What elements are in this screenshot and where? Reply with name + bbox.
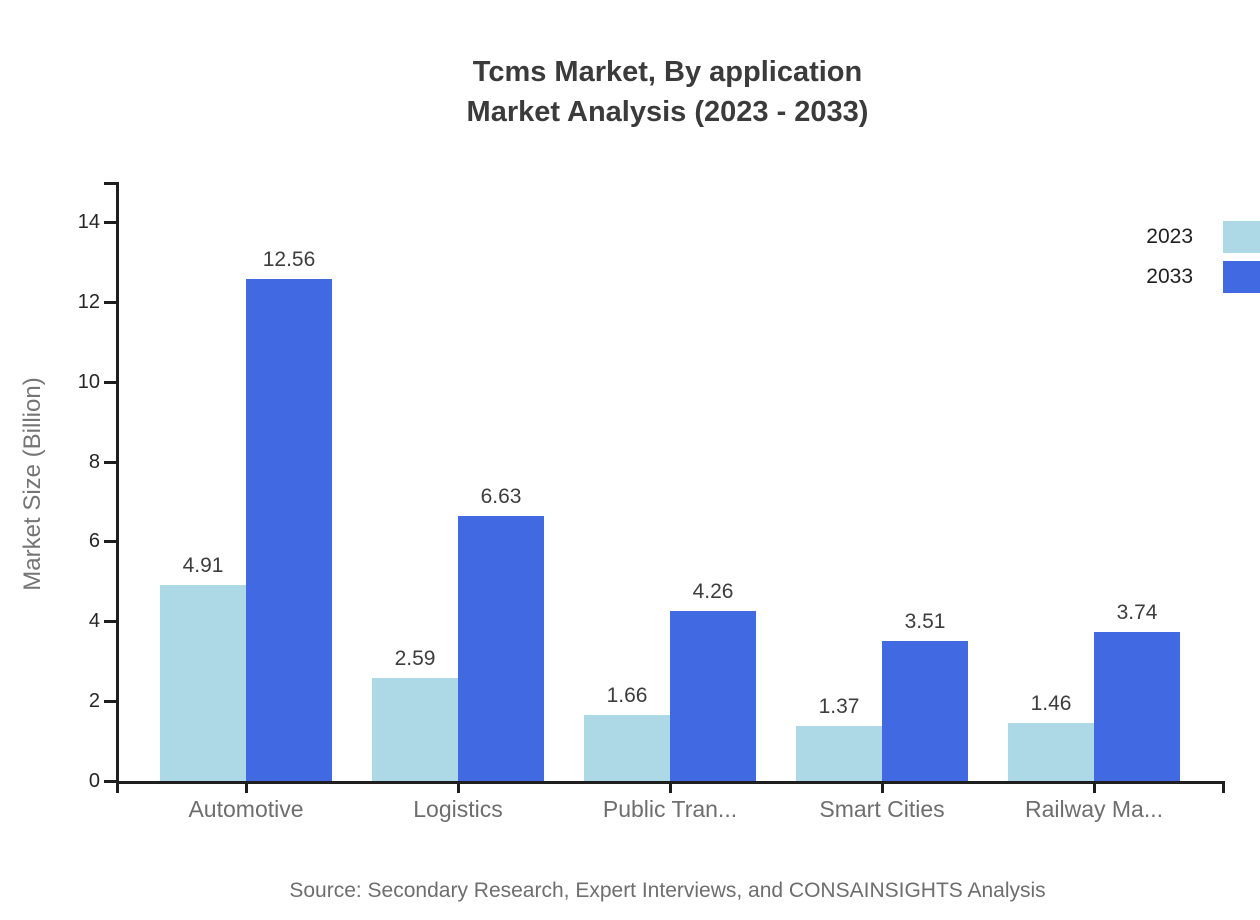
bar-2023-2 — [584, 714, 670, 781]
y-axis-tick — [104, 460, 116, 464]
bar-value-label: 4.91 — [182, 553, 224, 577]
y-axis-tick — [104, 300, 116, 304]
y-tick-label: 14 — [77, 210, 100, 233]
y-tick-label: 10 — [77, 370, 100, 393]
x-category-label: Smart Cities — [819, 796, 945, 822]
y-axis-tick — [104, 620, 116, 624]
y-axis-tick — [104, 220, 116, 224]
y-axis-tick — [104, 700, 116, 704]
bar-2033-1 — [458, 516, 544, 781]
bar-value-label: 12.56 — [262, 248, 316, 272]
y-axis-tick — [104, 540, 116, 544]
bar-2033-0 — [246, 279, 332, 781]
x-axis-tick — [116, 781, 119, 793]
y-tick-label: 0 — [88, 770, 100, 792]
chart-title: Tcms Market, By application Market Analy… — [75, 52, 1260, 132]
y-tick-label: 12 — [77, 290, 100, 313]
x-axis-tick — [669, 781, 672, 793]
x-axis-tick — [457, 781, 460, 793]
x-axis-tick — [245, 781, 248, 793]
bar-2033-2 — [670, 610, 756, 781]
bar-value-label: 1.37 — [818, 695, 860, 719]
y-axis-title-text: Market Size (Billion) — [19, 377, 46, 591]
bar-2033-4 — [1094, 631, 1180, 781]
bar-value-label: 6.63 — [480, 485, 522, 509]
y-axis-tick — [104, 380, 116, 384]
bar-2023-4 — [1008, 722, 1094, 781]
x-category-label: Public Tran... — [602, 796, 738, 822]
bar-value-label: 3.74 — [1116, 600, 1158, 624]
bar-value-label: 1.46 — [1030, 691, 1072, 715]
x-category-label: Railway Ma... — [1024, 796, 1164, 822]
y-tick-label: 6 — [88, 530, 100, 553]
x-category-label: Automotive — [188, 796, 304, 822]
bar-value-label: 3.51 — [904, 609, 946, 633]
bar-value-label: 4.26 — [692, 579, 734, 603]
legend-label-2033: 2033 — [1146, 265, 1193, 288]
source-note: Source: Secondary Research, Expert Inter… — [289, 879, 1046, 902]
legend-item-2033: 2033 — [1146, 261, 1260, 293]
chart-title-line2: Market Analysis (2023 - 2033) — [466, 96, 869, 128]
bar-2023-3 — [796, 726, 882, 781]
y-tick-label: 2 — [88, 690, 100, 713]
legend-label-2023: 2023 — [1146, 225, 1193, 248]
y-axis-tick — [104, 780, 116, 783]
legend-item-2023: 2023 — [1146, 221, 1260, 253]
legend-swatch-2023 — [1223, 221, 1260, 253]
x-axis-tick — [881, 781, 884, 793]
y-tick-label: 8 — [88, 450, 100, 473]
x-axis-tick — [1222, 781, 1225, 793]
x-category-label: Logistics — [413, 796, 503, 822]
y-tick-label: 4 — [88, 610, 100, 633]
bar-2033-3 — [882, 640, 968, 781]
bar-value-label: 2.59 — [394, 646, 436, 670]
legend: 2023 2033 — [1146, 221, 1260, 301]
legend-swatch-2033 — [1223, 261, 1260, 293]
y-axis-top-cap — [104, 182, 116, 186]
x-axis-tick — [1093, 781, 1096, 793]
y-axis-line — [116, 182, 119, 784]
bar-value-label: 1.66 — [606, 683, 648, 707]
chart-title-line1: Tcms Market, By application — [472, 56, 863, 88]
bar-2023-1 — [372, 677, 458, 781]
bar-2023-0 — [160, 584, 246, 781]
